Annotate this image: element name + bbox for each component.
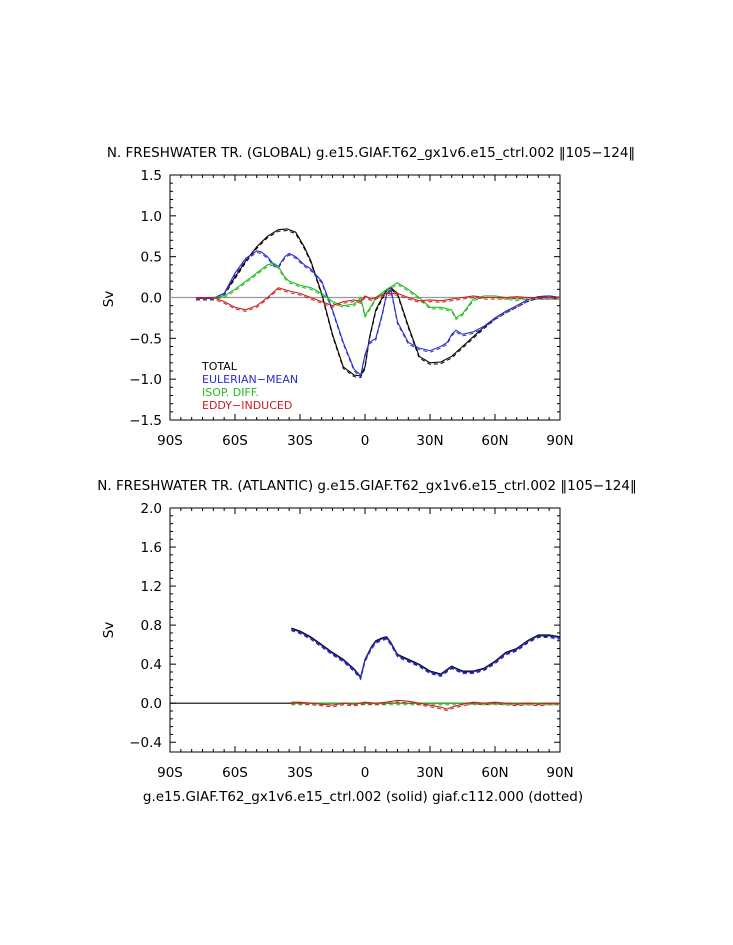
series-line-eulerian-mean [291, 628, 561, 679]
legend-eulerian-mean: EULERIAN−MEAN [202, 373, 298, 386]
y-tick-label: −0.5 [129, 331, 162, 347]
global-y-axis-label: Sv [101, 291, 117, 308]
legend-isop-diff: ISOP. DIFF. [202, 386, 259, 399]
atlantic-x-ticks: 90S 60S 30S 0 30N 60N 90N [157, 508, 574, 781]
y-tick-label: 1.0 [141, 209, 162, 225]
series-line-dotted-eulerian-mean [291, 630, 561, 681]
y-tick-label: −0.4 [129, 735, 162, 751]
y-tick-label: −1.0 [129, 372, 162, 388]
atlantic-x-axis-label: g.e15.GIAF.T62_gx1v6.e15_ctrl.002 (solid… [143, 789, 583, 805]
x-tick-label: 90S [157, 765, 183, 781]
series-line-dotted-total [196, 229, 561, 379]
global-series [196, 228, 561, 379]
series-line-eddy-induced [196, 287, 560, 311]
series-line-dotted-eddy-induced [291, 701, 560, 712]
global-chart-title: N. FRESHWATER TR. (GLOBAL) g.e15.GIAF.T6… [107, 145, 635, 161]
global-legend: TOTAL EULERIAN−MEAN ISOP. DIFF. EDDY−IND… [201, 360, 298, 412]
y-tick-label: −1.5 [129, 413, 162, 429]
atlantic-plot-frame [169, 507, 561, 753]
x-tick-label: 90N [546, 765, 573, 781]
series-line-eddy-induced [291, 699, 560, 710]
x-tick-label: 30S [287, 765, 313, 781]
atlantic-y-ticks: −0.4 0.0 0.4 0.8 1.2 1.6 2.0 [129, 501, 560, 751]
atlantic-chart: N. FRESHWATER TR. (ATLANTIC) g.e15.GIAF.… [97, 478, 636, 805]
y-tick-label: 0.0 [141, 291, 162, 307]
series-line-total [291, 627, 561, 678]
x-tick-label: 60S [222, 433, 248, 449]
legend-eddy-induced: EDDY−INDUCED [202, 399, 292, 412]
global-y-ticks: −1.5 −1.0 −0.5 0.0 0.5 1.0 1.5 [129, 168, 560, 429]
y-tick-label: 1.6 [141, 540, 162, 556]
x-tick-label: 0 [361, 433, 370, 449]
series-line-eulerian-mean [196, 250, 561, 377]
series-line-isop-diff [196, 262, 560, 319]
x-tick-label: 0 [361, 765, 370, 781]
x-tick-label: 60S [222, 765, 248, 781]
y-tick-label: 0.8 [141, 618, 162, 634]
y-tick-label: 0.0 [141, 696, 162, 712]
atlantic-series [291, 627, 561, 712]
y-tick-label: 0.4 [141, 657, 162, 673]
atlantic-y-axis-label: Sv [101, 622, 117, 639]
global-x-ticks: 90S 60S 30S 0 30N 60N 90N [157, 175, 574, 449]
y-tick-label: 1.2 [141, 579, 162, 595]
series-line-dotted-eulerian-mean [196, 252, 561, 378]
atlantic-chart-title: N. FRESHWATER TR. (ATLANTIC) g.e15.GIAF.… [97, 478, 636, 494]
x-tick-label: 90N [546, 433, 573, 449]
y-tick-label: 1.5 [141, 168, 162, 184]
x-tick-label: 30N [416, 433, 443, 449]
x-tick-label: 30S [287, 433, 313, 449]
global-chart: N. FRESHWATER TR. (GLOBAL) g.e15.GIAF.T6… [101, 145, 635, 449]
y-tick-label: 2.0 [141, 501, 162, 517]
series-line-total [196, 228, 561, 377]
x-tick-label: 60N [481, 765, 508, 781]
legend-total: TOTAL [201, 360, 238, 373]
y-tick-label: 0.5 [141, 250, 162, 266]
x-tick-label: 60N [481, 433, 508, 449]
x-tick-label: 30N [416, 765, 443, 781]
x-tick-label: 90S [157, 433, 183, 449]
